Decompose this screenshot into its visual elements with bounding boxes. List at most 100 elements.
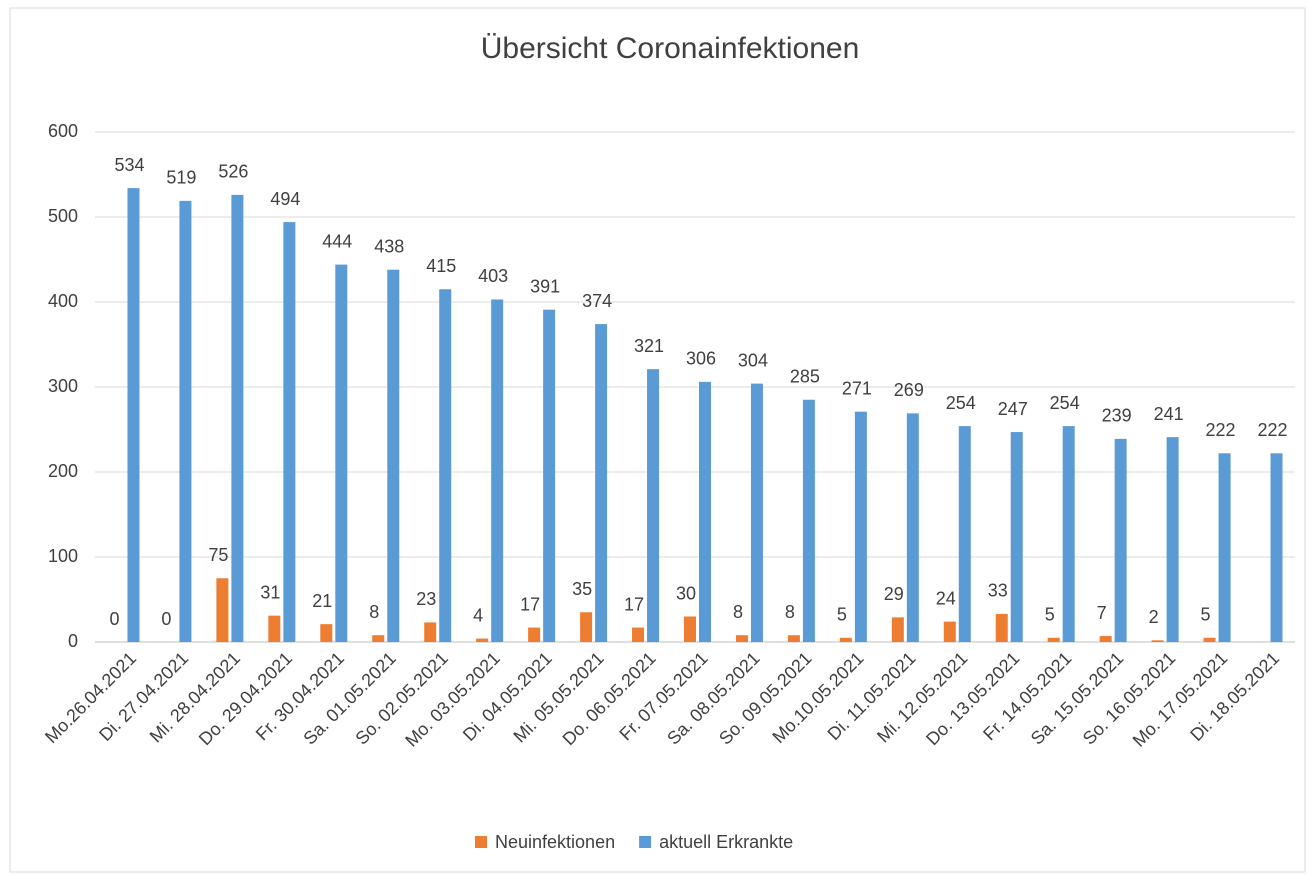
data-label: 304 <box>738 350 768 370</box>
bar <box>906 413 919 642</box>
data-label: 241 <box>1154 404 1184 424</box>
data-label: 222 <box>1257 420 1287 440</box>
data-label: 526 <box>218 162 248 182</box>
bar <box>854 411 867 642</box>
legend-swatch <box>639 836 652 848</box>
legend-label: aktuell Erkrankte <box>659 832 793 852</box>
data-label: 321 <box>634 336 664 356</box>
bar <box>580 612 593 642</box>
bar <box>1218 453 1231 642</box>
y-tick-label: 500 <box>48 206 78 226</box>
data-label: 31 <box>260 582 280 602</box>
bar <box>528 627 541 642</box>
y-tick-label: 600 <box>48 121 78 141</box>
bar <box>1062 426 1075 642</box>
bar <box>750 383 763 642</box>
bar <box>216 578 229 642</box>
data-label: 519 <box>166 168 196 188</box>
y-tick-label: 200 <box>48 461 78 481</box>
bar <box>491 299 504 642</box>
bar <box>647 369 660 642</box>
chart-title: Übersicht Coronainfektionen <box>481 32 860 65</box>
bar <box>231 194 244 642</box>
data-label: 534 <box>114 155 144 175</box>
bar <box>1151 640 1164 642</box>
data-label: 17 <box>624 594 644 614</box>
data-label: 222 <box>1206 420 1236 440</box>
bar <box>387 269 400 642</box>
data-label: 75 <box>208 545 228 565</box>
bar <box>179 200 192 642</box>
data-label: 0 <box>109 609 119 629</box>
data-label: 239 <box>1102 406 1132 426</box>
bar <box>1114 438 1127 642</box>
bar <box>476 638 489 642</box>
data-label: 4 <box>473 605 483 625</box>
data-label: 254 <box>1050 393 1080 413</box>
data-label: 17 <box>520 594 540 614</box>
bar <box>891 617 904 642</box>
data-label: 269 <box>894 380 924 400</box>
bar <box>372 635 385 642</box>
data-label: 33 <box>988 581 1008 601</box>
data-label: 29 <box>884 584 904 604</box>
bar <box>1270 453 1283 642</box>
data-label: 391 <box>530 276 560 296</box>
data-label: 444 <box>322 231 352 251</box>
data-label: 21 <box>312 591 332 611</box>
data-label: 247 <box>998 399 1028 419</box>
data-label: 5 <box>1201 605 1211 625</box>
bar <box>943 621 956 642</box>
y-tick-label: 400 <box>48 291 78 311</box>
bar <box>802 399 815 642</box>
data-label: 7 <box>1097 603 1107 623</box>
legend-label: Neuinfektionen <box>495 832 615 852</box>
bar <box>335 264 348 642</box>
y-tick-label: 100 <box>48 546 78 566</box>
bar <box>424 622 437 642</box>
bar <box>268 615 281 642</box>
bar <box>684 616 696 642</box>
data-label: 374 <box>582 291 612 311</box>
bar <box>699 381 711 642</box>
data-label: 403 <box>478 266 508 286</box>
bar <box>958 426 971 642</box>
data-label: 494 <box>270 189 300 209</box>
data-label: 8 <box>785 602 795 622</box>
bar <box>320 624 333 642</box>
data-label: 271 <box>842 378 872 398</box>
bar <box>839 637 852 642</box>
legend-swatch <box>475 836 487 848</box>
bar <box>1099 636 1112 642</box>
data-label: 30 <box>676 583 696 603</box>
data-label: 23 <box>416 589 436 609</box>
data-label: 0 <box>161 609 171 629</box>
bar <box>439 289 452 642</box>
data-label: 2 <box>1149 607 1159 627</box>
data-label: 5 <box>837 605 847 625</box>
bar <box>632 627 645 642</box>
bar <box>1010 432 1023 642</box>
data-label: 5 <box>1045 605 1055 625</box>
bar <box>543 309 556 642</box>
data-label: 285 <box>790 367 820 387</box>
bar <box>995 613 1008 642</box>
data-label: 8 <box>733 602 743 622</box>
bar <box>1166 437 1179 642</box>
data-label: 438 <box>374 236 404 256</box>
bar <box>595 324 608 642</box>
data-label: 24 <box>936 588 956 608</box>
bar <box>127 188 140 642</box>
bar <box>787 635 800 642</box>
bar <box>1047 637 1060 642</box>
data-label: 254 <box>946 393 976 413</box>
bar <box>735 635 748 642</box>
data-label: 35 <box>572 579 592 599</box>
data-label: 306 <box>686 349 716 369</box>
y-tick-label: 300 <box>48 376 78 396</box>
bar <box>1203 637 1216 642</box>
data-label: 8 <box>369 602 379 622</box>
bar <box>283 222 296 642</box>
data-label: 415 <box>426 256 456 276</box>
